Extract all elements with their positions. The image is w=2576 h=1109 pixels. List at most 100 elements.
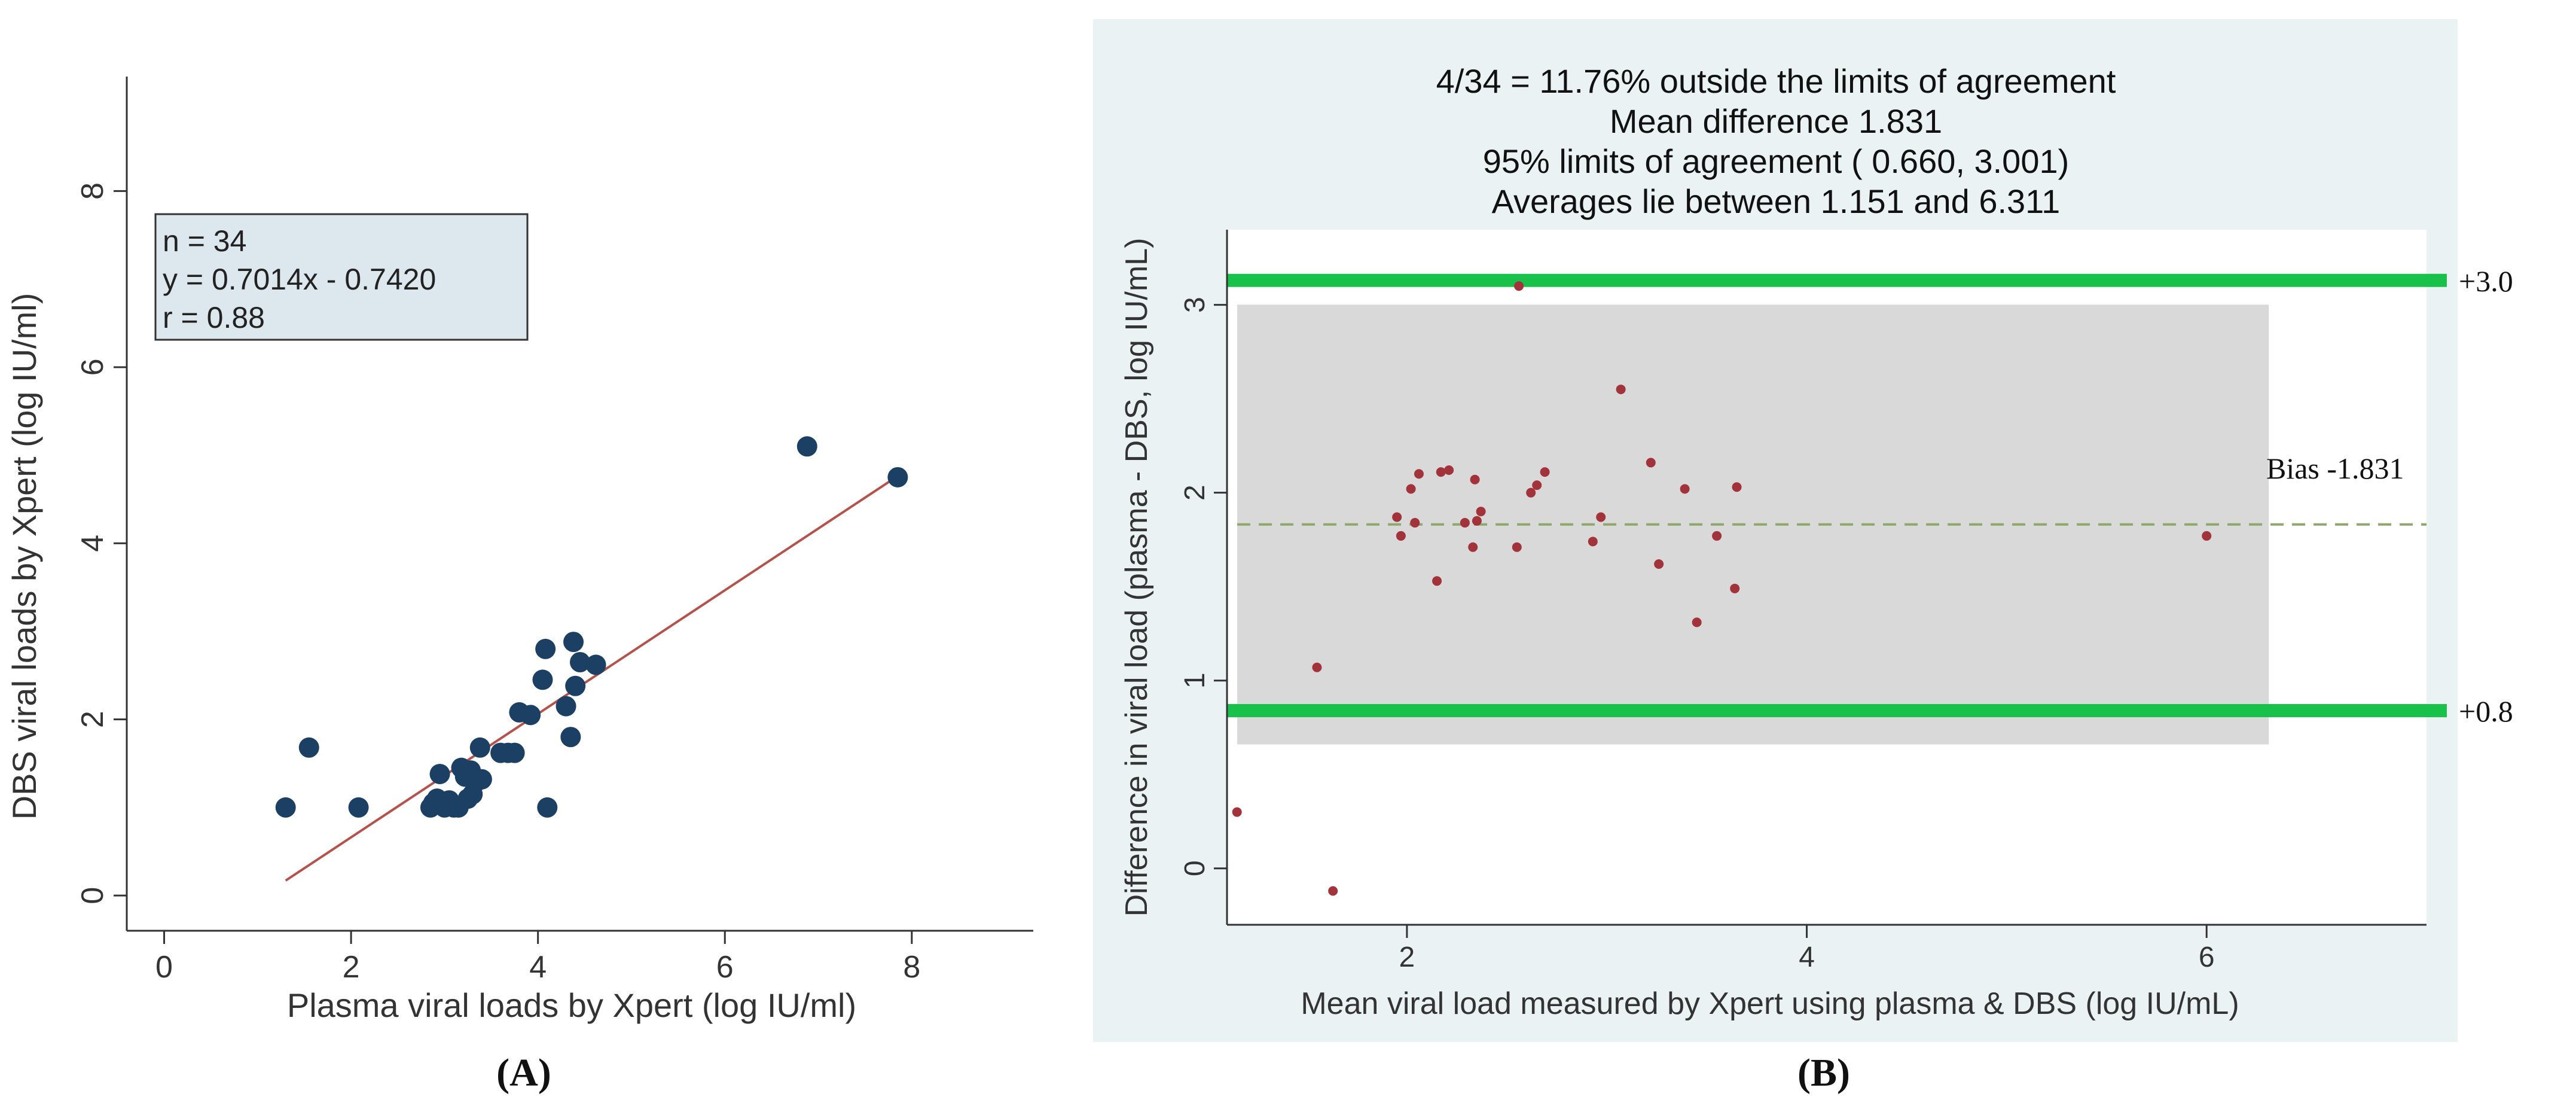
title-line-averages: Averages lie between 1.151 and 6.311	[1492, 182, 2061, 220]
panel-a-data-point	[532, 669, 553, 690]
panel-b-y-tick-label: 3	[1179, 297, 1211, 313]
panel-a-data-point	[275, 797, 296, 818]
panel-b-data-point	[1654, 559, 1664, 569]
panel-b-data-point	[1596, 512, 1606, 522]
panel-a-y-axis-label: DBS viral loads by Xpert (log IU/ml)	[5, 293, 43, 820]
stats-equation: y = 0.7014x - 0.7420	[163, 263, 436, 296]
panel-a-data-point	[471, 769, 492, 790]
stats-r: r = 0.88	[163, 301, 265, 334]
panel-b-x-axis-label: Mean viral load measured by Xpert using …	[1301, 986, 2239, 1021]
panel-a-x-tick-label: 4	[529, 950, 547, 985]
panel-a-data-point	[565, 675, 586, 696]
panel-a-stats-box: n = 34 y = 0.7014x - 0.7420 r = 0.88	[154, 213, 529, 341]
panel-b-x-tick-label: 4	[1799, 942, 1815, 973]
panel-a-caption: (A)	[496, 1051, 551, 1095]
panel-a-data-point	[298, 737, 319, 758]
bias-label: Bias -1.831	[2266, 452, 2404, 485]
panel-a-ticks: 0 2 4 6 8 0 2 4 6 8	[75, 182, 920, 985]
panel-a-data-point	[796, 436, 817, 457]
panel-a: 0 2 4 6 8 0 2 4 6 8 n = 34 y = 0.7014x - 0.7420 r…	[0, 0, 1043, 1095]
panel-b-data-point	[1232, 807, 1242, 817]
panel-b-data-point	[1476, 507, 1486, 517]
panel-b-data-point	[1680, 484, 1690, 494]
panel-b-data-point	[1472, 516, 1482, 526]
panel-b-ticks: 2 4 6 0 1 2 3	[1179, 297, 2215, 973]
title-line-limits: 95% limits of agreement ( 0.660, 3.001)	[1483, 142, 2070, 180]
panel-b-data-point	[1468, 542, 1478, 552]
title-line-outside-limits: 4/34 = 11.76% outside the limits of agre…	[1436, 62, 2116, 100]
panel-a-data-point	[520, 705, 541, 726]
panel-b-data-point	[1540, 467, 1550, 477]
panel-b-data-point	[1732, 482, 1742, 492]
panel-a-data-point	[560, 727, 581, 748]
stats-n: n = 34	[163, 224, 246, 258]
panel-b-data-point	[1312, 662, 1322, 672]
panel-a-plot-area	[275, 436, 908, 882]
panel-b-data-point	[1436, 467, 1446, 477]
panel-a-x-tick-label: 0	[155, 950, 173, 985]
panel-a-background	[0, 0, 1043, 1017]
reference-line-label: +0.8	[2459, 694, 2513, 728]
panel-b-data-point	[2202, 531, 2212, 541]
panel-a-data-point	[585, 654, 606, 675]
panel-a-x-tick-label: 8	[903, 950, 920, 985]
limits-of-agreement-band	[1237, 304, 2269, 745]
panel-b-data-point	[1470, 474, 1480, 485]
panel-b-axes	[1226, 230, 2427, 926]
panel-a-x-tick-label: 6	[716, 950, 734, 985]
panel-b-data-point	[1692, 617, 1702, 627]
panel-b-data-point	[1730, 583, 1740, 593]
panel-a-y-tick-label: 0	[75, 887, 110, 904]
panel-a-data-point	[469, 737, 490, 758]
panel-a-y-tick-label: 4	[75, 535, 110, 552]
panel-b-y-axis-label: Difference in viral load (plasma - DBS, …	[1119, 238, 1154, 917]
panel-a-data-point	[504, 742, 525, 763]
panel-b-data-point	[1512, 542, 1522, 552]
panel-b-data-point	[1328, 886, 1338, 896]
panel-b-letter: B	[1811, 1051, 1837, 1095]
panel-a-data-point	[429, 763, 450, 784]
panel-b: 4/34 = 11.76% outside the limits of agre…	[1093, 19, 2513, 1095]
title-line-mean-difference: Mean difference 1.831	[1610, 102, 1942, 140]
panel-b-data-point	[1616, 384, 1626, 394]
panel-a-data-point	[537, 797, 558, 818]
panel-b-data-point	[1588, 537, 1598, 547]
panel-a-data-point	[535, 638, 556, 659]
panel-b-points	[1232, 281, 2212, 896]
panel-b-data-point	[1406, 484, 1416, 494]
panel-b-data-point	[1392, 512, 1402, 522]
panel-b-data-point	[1410, 517, 1420, 528]
panel-b-y-tick-label: 1	[1179, 672, 1211, 688]
panel-b-data-point	[1526, 488, 1536, 498]
panel-a-y-tick-label: 2	[75, 711, 110, 728]
panel-a-letter: A	[509, 1051, 538, 1095]
stats-box-frame	[154, 213, 529, 341]
panel-a-data-point	[570, 651, 590, 672]
panel-b-data-point	[1646, 458, 1656, 468]
reference-line-label: +3.0	[2459, 264, 2513, 298]
panel-a-x-axis-label: Plasma viral loads by Xpert (log IU/ml)	[287, 986, 856, 1024]
panel-b-x-tick-label: 6	[2199, 942, 2215, 973]
panel-a-x-tick-label: 2	[343, 950, 360, 985]
limits-of-agreement-region	[1237, 304, 2269, 745]
panel-a-data-point	[563, 632, 584, 653]
panel-b-y-tick-label: 2	[1179, 485, 1211, 501]
panel-a-data-point	[556, 696, 576, 717]
panel-a-data-point	[887, 467, 908, 488]
panel-a-axes	[126, 77, 1033, 932]
panel-b-y-tick-label: 0	[1179, 860, 1211, 876]
panel-b-title: 4/34 = 11.76% outside the limits of agre…	[1436, 62, 2116, 220]
regression-line	[285, 475, 899, 882]
panel-a-data-point	[348, 797, 369, 818]
panel-b-data-point	[1414, 469, 1424, 479]
panel-b-data-point	[1432, 576, 1442, 586]
reference-lines: +3.0 +0.8	[1227, 264, 2513, 728]
panel-a-y-tick-label: 8	[75, 182, 110, 200]
panel-b-data-point	[1460, 517, 1470, 528]
panel-b-data-point	[1444, 465, 1454, 475]
panel-b-data-point	[1396, 531, 1406, 541]
panel-b-data-point	[1712, 531, 1722, 541]
panel-b-data-point	[1514, 281, 1524, 291]
panel-b-data-point	[1532, 480, 1542, 490]
